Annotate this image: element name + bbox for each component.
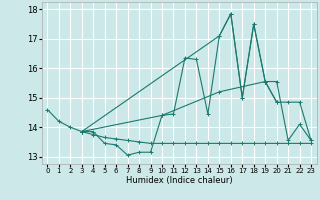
X-axis label: Humidex (Indice chaleur): Humidex (Indice chaleur)	[126, 176, 233, 185]
